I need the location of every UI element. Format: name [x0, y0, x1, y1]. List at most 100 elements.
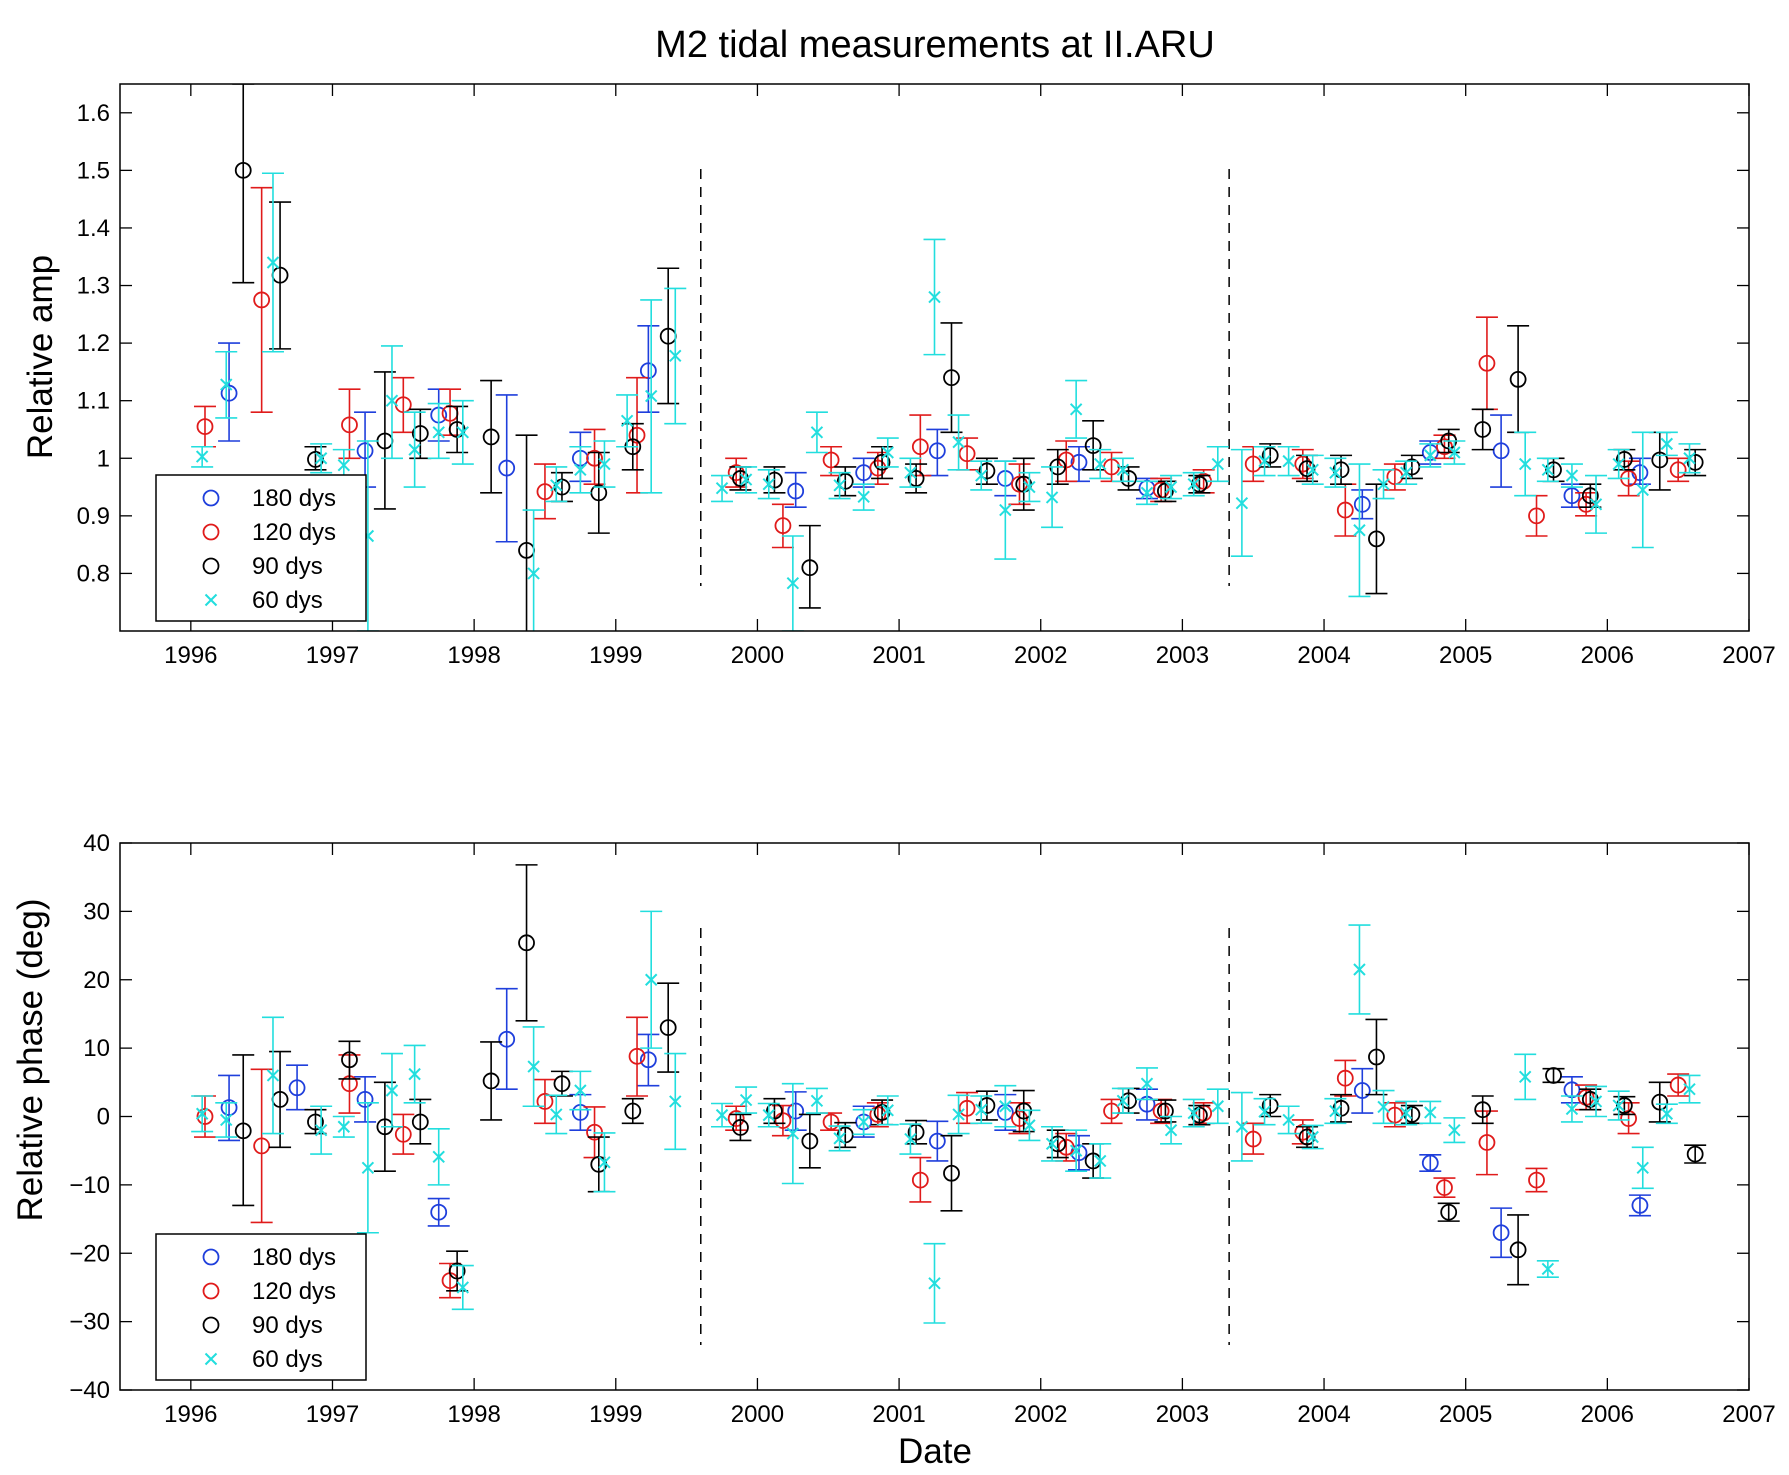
x-tick-label: 2001 — [872, 642, 925, 669]
x-tick-label: 2003 — [1156, 642, 1209, 669]
data-point-circle — [911, 1171, 929, 1189]
data-point-x — [1187, 477, 1200, 491]
data-point-x — [904, 1132, 917, 1146]
data-point-circle — [253, 1137, 271, 1155]
y-tick-label: 40 — [83, 830, 110, 857]
data-point-circle — [787, 482, 805, 500]
data-point-circle — [727, 464, 745, 482]
data-point-circle — [1651, 1093, 1669, 1111]
data-point-circle — [1615, 1097, 1633, 1114]
data-point-circle — [1436, 1179, 1453, 1197]
data-point-circle — [1669, 461, 1687, 479]
data-point-circle — [1070, 453, 1088, 471]
data-point-x — [1353, 524, 1366, 537]
data-point-x — [810, 1094, 824, 1107]
data-point-x — [952, 435, 965, 449]
data-point-x — [739, 1093, 753, 1107]
data-point-circle — [1152, 1102, 1170, 1120]
data-point-circle — [836, 472, 854, 490]
data-point-x — [715, 1108, 729, 1122]
data-point-x — [1235, 496, 1249, 510]
data-point-x — [1306, 1130, 1319, 1144]
data-point-circle — [1353, 495, 1371, 513]
data-point-x — [1589, 1095, 1603, 1108]
data-point-x — [833, 479, 846, 492]
data-point-x — [1424, 1106, 1437, 1119]
data-point-circle — [639, 362, 657, 380]
data-point-circle — [1336, 1069, 1354, 1087]
phase-panel: 1996 1997 1998 1999 2000 2001 2002 2003 2004 2005… — [69, 830, 1775, 1428]
x-tick-label: 2002 — [1014, 642, 1067, 669]
x-tick-label: 1999 — [589, 1401, 642, 1428]
data-point-circle — [801, 1132, 819, 1150]
legend-marker-x — [204, 593, 218, 607]
data-point-x — [1023, 1119, 1036, 1132]
y-tick-label: 1.5 — [77, 157, 110, 184]
data-point-circle — [411, 425, 429, 442]
data-point-x — [195, 450, 209, 463]
data-point-circle — [1120, 470, 1137, 487]
data-point-x — [1329, 1104, 1342, 1118]
data-point-x — [550, 1108, 563, 1121]
data-point-x — [1683, 452, 1696, 465]
data-point-x — [1424, 449, 1437, 462]
data-point-circle — [341, 1051, 358, 1069]
data-point-circle — [624, 1102, 642, 1120]
data-point-circle — [1686, 453, 1704, 471]
data-point-circle — [1440, 1203, 1458, 1221]
y-tick-label: 30 — [83, 898, 110, 925]
data-point-x — [266, 1069, 280, 1082]
data-point-circle — [766, 471, 783, 489]
data-point-x — [952, 1108, 965, 1121]
data-point-circle — [498, 1030, 516, 1048]
data-point-x — [1399, 1106, 1413, 1120]
series-60-dys — [191, 910, 1701, 1324]
data-point-x — [1116, 463, 1130, 476]
data-point-circle — [1244, 1130, 1262, 1148]
data-point-x — [1518, 457, 1532, 471]
legend-label: 180 dys — [252, 485, 336, 512]
data-point-x — [1258, 454, 1271, 468]
x-tick-label: 2004 — [1297, 642, 1350, 669]
data-point-circle — [1686, 1145, 1704, 1163]
data-point-circle — [1190, 475, 1208, 493]
data-point-circle — [774, 517, 792, 535]
data-point-x — [881, 446, 894, 459]
legend: 180 dys 120 dys 90 dys 60 dys — [155, 1233, 367, 1381]
data-point-circle — [1581, 487, 1599, 505]
data-point-x — [833, 1132, 846, 1145]
data-point-circle — [1421, 1154, 1439, 1172]
series-90-dys — [232, 864, 1707, 1292]
x-tick-label: 2006 — [1581, 1401, 1634, 1428]
data-point-circle — [518, 934, 535, 952]
data-point-x — [1377, 1100, 1390, 1114]
data-point-x — [1448, 446, 1461, 459]
data-point-x — [1329, 466, 1342, 479]
data-point-x — [1164, 1123, 1178, 1137]
data-point-circle — [1545, 1067, 1562, 1084]
data-point-circle — [411, 1113, 429, 1131]
data-point-x — [550, 479, 563, 492]
x-tick-label: 2005 — [1439, 1401, 1492, 1428]
x-tick-label: 2007 — [1722, 642, 1775, 669]
data-point-circle — [787, 1102, 805, 1120]
data-layer — [191, 864, 1707, 1324]
data-point-x — [1069, 1144, 1083, 1157]
amplitude-panel: 1996 1997 1998 1999 2000 2001 2002 2003 2004 2005… — [77, 83, 1776, 669]
data-point-circle — [943, 1164, 960, 1182]
y-tick-label: −20 — [69, 1240, 110, 1267]
data-point-x — [1140, 1077, 1154, 1090]
y-tick-label: 0 — [97, 1104, 110, 1131]
legend: 180 dys 120 dys 90 dys 60 dys — [155, 474, 367, 622]
data-point-x — [385, 1084, 399, 1097]
data-point-circle — [822, 451, 840, 469]
data-point-circle — [1577, 495, 1595, 513]
data-point-x — [786, 577, 800, 590]
data-point-x — [220, 1113, 233, 1127]
data-point-circle — [1474, 421, 1492, 438]
data-point-circle — [978, 1097, 996, 1114]
y-axis-label-phase: Relative phase (deg) — [11, 899, 50, 1222]
legend-marker-x — [204, 1352, 218, 1366]
data-point-circle — [1049, 1135, 1067, 1153]
data-point-x — [1094, 457, 1107, 471]
